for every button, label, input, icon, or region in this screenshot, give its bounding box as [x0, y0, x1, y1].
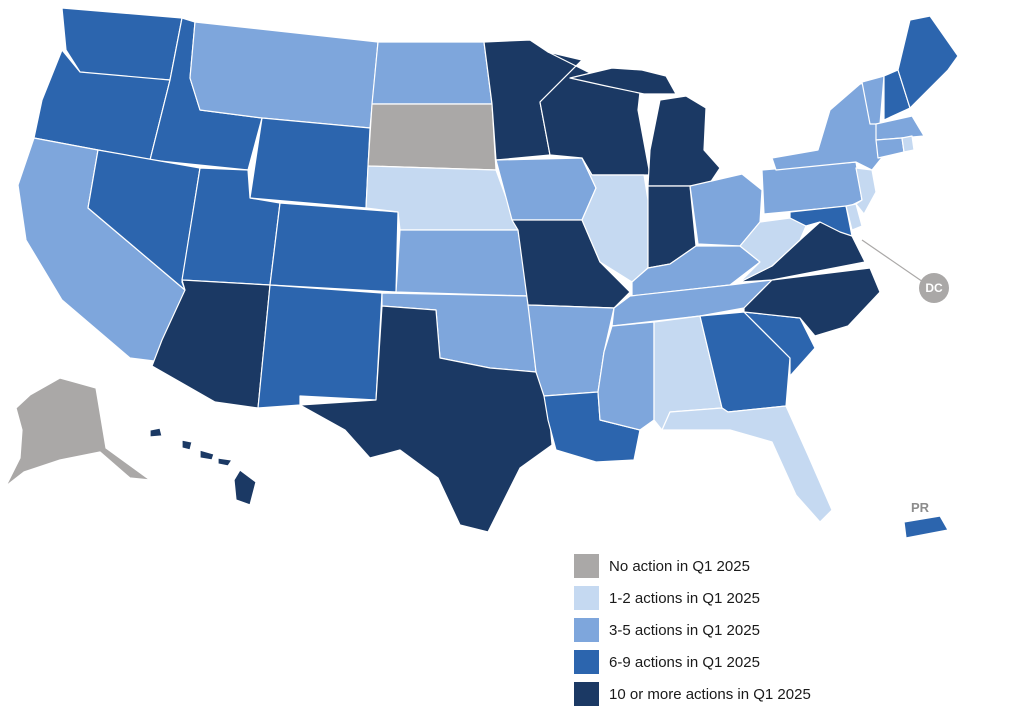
state-de — [845, 203, 863, 231]
legend-label: No action in Q1 2025 — [609, 557, 750, 575]
state-mt — [189, 21, 379, 129]
legend: No action in Q1 2025 1-2 actions in Q1 2… — [574, 550, 874, 710]
legend-item-high: 6-9 actions in Q1 2025 — [574, 646, 874, 678]
state-hi-2 — [181, 439, 193, 451]
state-ct — [875, 137, 905, 159]
legend-item-low: 1-2 actions in Q1 2025 — [574, 582, 874, 614]
state-mi-lower — [647, 95, 721, 187]
state-wv — [739, 217, 807, 283]
dc-label: DC — [925, 281, 943, 295]
pr-label: PR — [911, 500, 930, 515]
state-ma — [875, 115, 925, 141]
legend-swatch — [574, 618, 599, 642]
legend-item-none: No action in Q1 2025 — [574, 550, 874, 582]
state-co — [269, 202, 399, 293]
state-nc — [743, 267, 881, 337]
state-ri — [901, 135, 915, 153]
state-hi-1 — [149, 427, 163, 438]
legend-swatch — [574, 586, 599, 610]
state-mi-upper — [569, 67, 677, 95]
state-ia — [495, 157, 597, 221]
state-nd — [371, 41, 493, 105]
state-wa — [61, 7, 183, 81]
legend-item-mid: 3-5 actions in Q1 2025 — [574, 614, 874, 646]
state-wy — [249, 117, 371, 209]
dc-marker — [919, 273, 949, 303]
legend-swatch — [574, 554, 599, 578]
legend-swatch — [574, 650, 599, 674]
state-ks — [395, 229, 529, 297]
territory-pr — [903, 515, 949, 539]
dc-leader-line — [861, 239, 927, 285]
legend-label: 1-2 actions in Q1 2025 — [609, 589, 760, 607]
state-tx — [299, 305, 553, 533]
state-ak — [5, 377, 151, 487]
state-hi-4 — [217, 457, 233, 467]
state-nm — [257, 284, 383, 409]
state-fl — [661, 405, 833, 523]
state-hi-5 — [233, 469, 257, 506]
state-sd — [367, 103, 497, 171]
legend-label: 10 or more actions in Q1 2025 — [609, 685, 811, 703]
legend-item-top: 10 or more actions in Q1 2025 — [574, 678, 874, 710]
legend-label: 3-5 actions in Q1 2025 — [609, 621, 760, 639]
state-hi-3 — [199, 449, 215, 461]
legend-swatch — [574, 682, 599, 706]
state-me — [897, 15, 959, 109]
legend-label: 6-9 actions in Q1 2025 — [609, 653, 760, 671]
